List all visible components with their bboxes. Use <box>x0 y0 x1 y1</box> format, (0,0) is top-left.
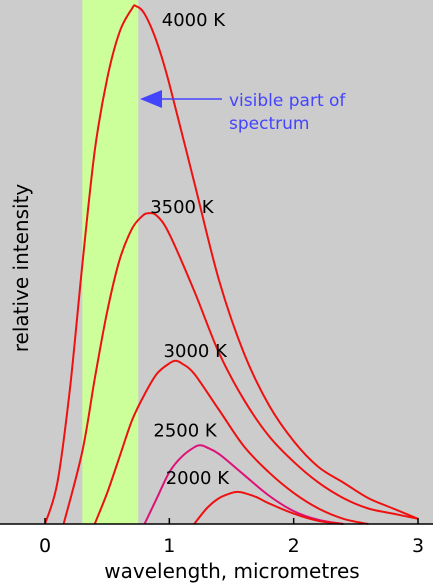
curve-label-3000k: 3000 K <box>164 341 229 362</box>
visible-spectrum-band <box>82 0 139 524</box>
x-tick-label: 0 <box>39 535 51 557</box>
annotation-text-line: spectrum <box>229 114 309 134</box>
curve-label-4000k: 4000 K <box>162 10 227 31</box>
series-curves <box>44 4 419 525</box>
curve-2000k <box>193 490 344 525</box>
y-axis-label: relative intensity <box>9 184 33 353</box>
annotation-arrow-head <box>140 90 162 108</box>
x-axis-ticks: 0 1 2 3 <box>39 518 424 557</box>
x-tick-label: 1 <box>163 535 175 557</box>
annotation-text-line: visible part of <box>229 91 346 111</box>
curve-label-2000k: 2000 K <box>166 468 231 489</box>
curve-3000k <box>93 359 369 525</box>
x-tick-label: 2 <box>288 535 300 557</box>
curve-2500k <box>143 444 344 525</box>
visible-spectrum-annotation: visible part of spectrum <box>140 90 346 134</box>
curve-label-3500k: 3500 K <box>150 197 215 218</box>
curve-3500k <box>62 212 419 525</box>
x-axis-label: wavelength, micrometres <box>104 559 359 583</box>
series-labels: 4000 K 3500 K 3000 K 2500 K 2000 K <box>150 10 230 489</box>
plot-background <box>0 0 433 524</box>
curve-label-2500k: 2500 K <box>153 420 218 441</box>
curve-4000k <box>44 4 419 525</box>
x-tick-label: 3 <box>412 535 424 557</box>
